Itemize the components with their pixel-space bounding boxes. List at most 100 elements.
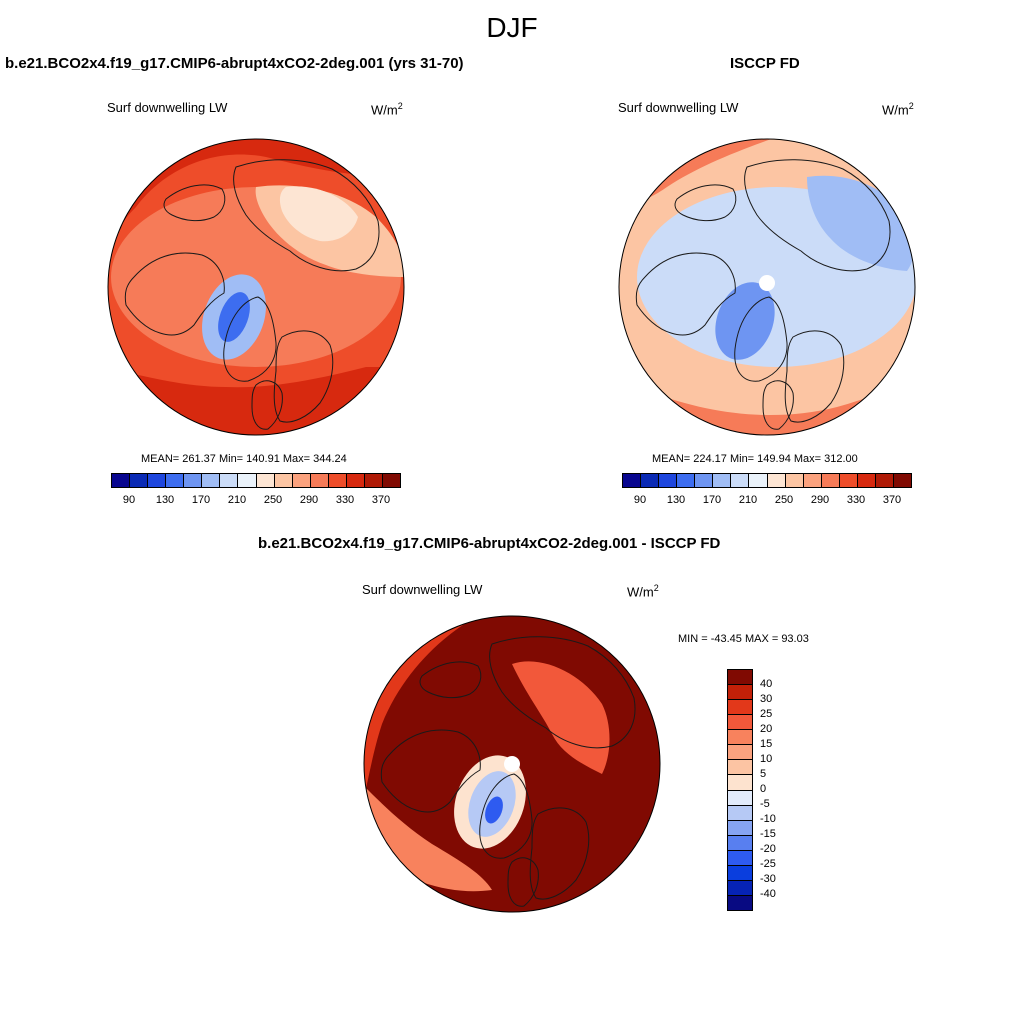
coastlines — [635, 159, 891, 430]
colorbar-swatch — [728, 670, 752, 686]
coastline-siberia — [489, 636, 636, 749]
colorbar-swatch — [346, 474, 365, 487]
colorbar-swatch — [728, 850, 752, 866]
panel2-variable: Surf downwelling LW — [618, 100, 739, 115]
map-outline — [363, 615, 661, 913]
coastline-scandinavia — [507, 857, 539, 907]
colorbar-tick-label: 210 — [227, 494, 247, 506]
canada-cool — [279, 186, 358, 242]
coastline-canada — [380, 729, 481, 813]
coastline-greenland — [734, 296, 788, 382]
panel1-colorbar-ticks: 90 130 170 210 250 290 330 370 — [111, 494, 399, 508]
colorbar-swatch — [728, 820, 752, 836]
colorbar-tick-label: 130 — [666, 494, 686, 506]
colorbar-swatch — [713, 474, 732, 487]
colorbar-swatch — [148, 474, 167, 487]
colorbar-tick-label: -15 — [760, 828, 776, 840]
colorbar-tick-label: 40 — [760, 678, 773, 690]
colorbar-swatch — [274, 474, 293, 487]
colorbar-tick-label: 170 — [191, 494, 211, 506]
figure-title: DJF — [486, 12, 538, 43]
colorbar-swatch — [728, 790, 752, 806]
panel2-polar-map — [618, 138, 916, 436]
colorbar-swatch — [839, 474, 858, 487]
colorbar-swatch — [728, 715, 752, 731]
panel3-polar-map — [363, 615, 661, 913]
colorbar-swatch — [728, 835, 752, 851]
colorbar-tick-label: -40 — [760, 888, 776, 900]
coastline-scandinavia — [762, 380, 794, 430]
colorbar-swatch — [728, 760, 752, 776]
coastline-scandinavia — [251, 380, 283, 430]
colorbar-tick-label: 90 — [122, 494, 136, 506]
panel3-variable: Surf downwelling LW — [362, 582, 483, 597]
map-outline — [107, 138, 405, 436]
greenland — [715, 282, 775, 360]
colorbar-swatch — [382, 474, 400, 487]
panel1-title: b.e21.BCO2x4.f19_g17.CMIP6-abrupt4xCO2-2… — [5, 55, 464, 72]
colorbar-swatch — [728, 685, 752, 701]
coastline-siberia — [744, 159, 891, 272]
colorbar-swatch — [749, 474, 768, 487]
colorbar-tick-label: 5 — [760, 768, 767, 780]
colorbar-swatch — [292, 474, 311, 487]
panel1-units: W/m2 — [371, 101, 403, 118]
colorbar-swatch — [238, 474, 257, 487]
colorbar-tick-label: -20 — [760, 843, 776, 855]
coastline-alaska — [163, 184, 226, 222]
colorbar-swatch — [328, 474, 347, 487]
greenland-core — [485, 796, 503, 824]
colorbar-tick-label: 10 — [760, 753, 773, 765]
colorbar-swatch — [728, 880, 752, 896]
panel3-units: W/m2 — [627, 583, 659, 600]
panel2-title: ISCCP FD — [730, 55, 800, 72]
coastline-canada — [635, 252, 736, 336]
colorbar-swatch — [641, 474, 660, 487]
colorbar-swatch — [677, 474, 696, 487]
pole-hole — [504, 756, 520, 772]
panel3-colorbar-ticks: 40 30 25 20 15 10 5 0 -5 -10 -15 -20 -25 -30 -40 — [760, 669, 800, 909]
coastline-greenland — [223, 296, 277, 382]
colorbar-swatch — [112, 474, 131, 487]
colorbar-tick-label: -10 — [760, 813, 776, 825]
coastline-europe — [529, 807, 590, 900]
colorbar-tick-label: 370 — [371, 494, 391, 506]
colorbar-tick-label: 20 — [760, 723, 773, 735]
coastline-europe — [273, 330, 334, 423]
colorbar-tick-label: 25 — [760, 708, 773, 720]
coastline-canada — [124, 252, 225, 336]
colorbar-swatch — [728, 775, 752, 791]
colorbar-swatch — [821, 474, 840, 487]
coastline-siberia — [233, 159, 380, 272]
colorbar-tick-label: 330 — [335, 494, 355, 506]
panel2-colorbar — [622, 473, 912, 488]
panel2-colorbar-ticks: 90 130 170 210 250 290 330 370 — [622, 494, 910, 508]
colorbar-swatch — [785, 474, 804, 487]
colorbar-swatch — [728, 730, 752, 746]
pole-hole — [759, 275, 775, 291]
colorbar-tick-label: -30 — [760, 873, 776, 885]
panel3-title: b.e21.BCO2x4.f19_g17.CMIP6-abrupt4xCO2-2… — [258, 535, 721, 552]
colorbar-swatch — [728, 745, 752, 761]
panel3-colorbar — [727, 669, 753, 911]
colorbar-tick-label: 0 — [760, 783, 767, 795]
colorbar-swatch — [364, 474, 383, 487]
colorbar-swatch — [728, 700, 752, 716]
colorbar-tick-label: 90 — [633, 494, 647, 506]
colorbar-tick-label: -25 — [760, 858, 776, 870]
panel1-polar-map — [107, 138, 405, 436]
colorbar-swatch — [220, 474, 239, 487]
colorbar-swatch — [803, 474, 822, 487]
colorbar-swatch — [130, 474, 149, 487]
colorbar-swatch — [202, 474, 221, 487]
colorbar-tick-label: 210 — [738, 494, 758, 506]
coastline-greenland — [479, 773, 533, 859]
panel2-stats: MEAN= 224.17 Min= 149.94 Max= 312.00 — [652, 453, 858, 465]
colorbar-swatch — [695, 474, 714, 487]
colorbar-tick-label: 370 — [882, 494, 902, 506]
colorbar-swatch — [310, 474, 329, 487]
colorbar-swatch — [256, 474, 275, 487]
colorbar-tick-label: -5 — [760, 798, 770, 810]
colorbar-swatch — [767, 474, 786, 487]
colorbar-tick-label: 30 — [760, 693, 773, 705]
